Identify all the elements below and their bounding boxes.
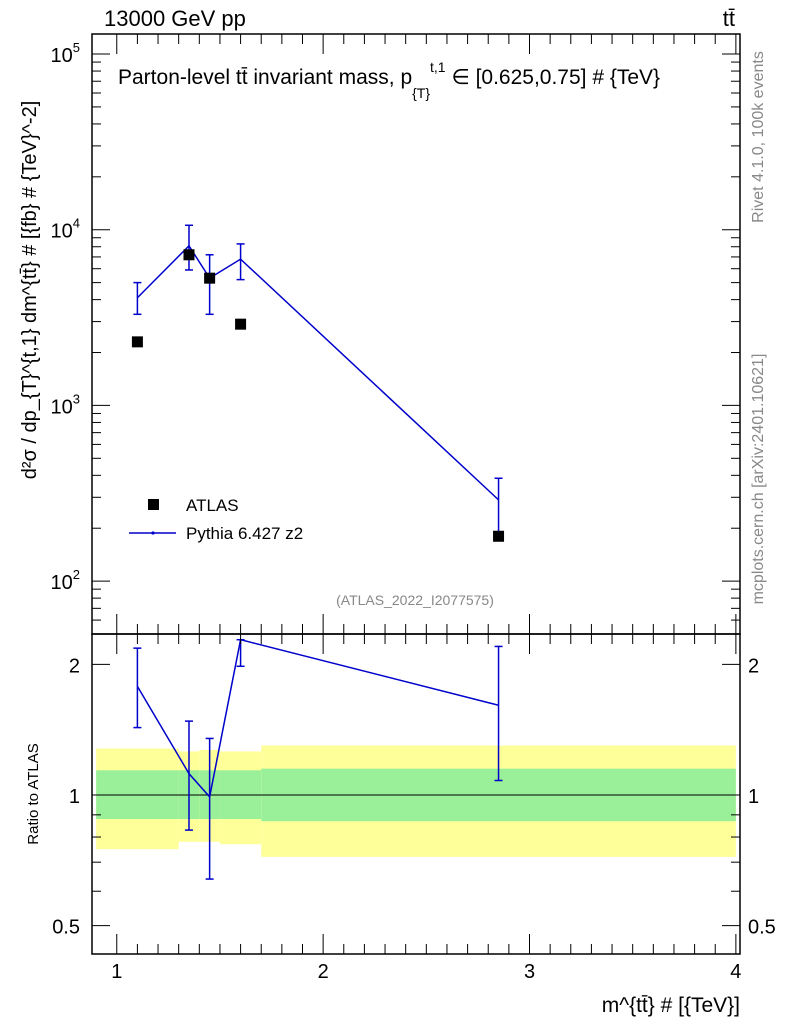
analysis-watermark: (ATLAS_2022_I2077575) (336, 592, 494, 608)
data-point (204, 272, 216, 284)
header-left: 13000 GeV pp (104, 6, 246, 31)
mc-line (136, 244, 500, 501)
main-y-label: d²σ / dp_{T}^{t,1} dm^{tt̄} # [{fb} # {T… (19, 101, 41, 480)
ratio-frame (91, 633, 741, 955)
ratio-y-tick-label-right: 0.5 (748, 917, 776, 939)
x-tick-label: 1 (111, 961, 122, 983)
main-data-markers (131, 249, 505, 542)
legend-atlas-label: ATLAS (186, 496, 239, 515)
chart-title-main: Parton-level tt̄ invariant mass, p (118, 66, 412, 89)
x-tick-label: 2 (318, 961, 329, 983)
y-tick-label: 103 (51, 391, 80, 418)
chart-title-tail: ∈ [0.625,0.75] # {TeV} (446, 66, 660, 89)
x-tick-label: 4 (730, 961, 741, 983)
chart-title: Parton-level tt̄ invariant mass, p{T}t,1… (118, 59, 660, 101)
header-right: tt̄ (723, 6, 735, 31)
ratio-y-tick-label: 0.5 (52, 917, 80, 939)
y-tick-label: 104 (51, 216, 80, 243)
ratio-mc-line (136, 638, 499, 799)
chart-title-sub: {T} (412, 85, 430, 101)
ratio-y-tick-label-right: 2 (748, 655, 759, 677)
side-text-bottom: mcplots.cern.ch [arXiv:2401.10621] (750, 354, 767, 605)
ratio-x-ticks: 1 2 3 4 (111, 634, 741, 983)
main-y-ticks: 102 103 104 105 (51, 40, 740, 635)
data-point (235, 318, 247, 330)
ratio-panel: 0.5 0.5 1 1 2 2 1 2 3 4 Ratio to ATLAS m^{tt̄} #… (25, 633, 776, 1017)
x-tick-label: 3 (524, 961, 535, 983)
main-error-bars (133, 224, 503, 533)
side-text-top: Rivet 4.1.0, 100k events (750, 51, 767, 223)
ratio-y-tick-label: 1 (69, 786, 80, 808)
x-axis-label: m^{tt̄} # [{TeV}] (602, 994, 740, 1017)
main-x-ticks (116, 34, 737, 634)
y-tick-label: 105 (51, 40, 80, 67)
main-frame (91, 33, 741, 635)
chart-title-sup: t,1 (430, 59, 446, 75)
ratio-y-tick-label-right: 1 (748, 786, 759, 808)
main-panel: 102 103 104 105 Parton-level tt̄ invariant … (19, 33, 741, 635)
y-tick-label: 102 (51, 567, 80, 594)
ratio-y-ticks: 0.5 0.5 1 1 2 2 (52, 655, 776, 938)
ratio-y-tick-label: 2 (69, 655, 80, 677)
data-point (183, 249, 195, 261)
legend-atlas-marker (148, 499, 159, 510)
data-point (493, 530, 505, 542)
ratio-uncertainty-bands (96, 745, 736, 857)
ratio-y-label: Ratio to ATLAS (25, 743, 42, 844)
legend-mc-label: Pythia 6.427 z2 (186, 524, 303, 543)
legend-mc-marker (151, 531, 155, 535)
data-point (131, 336, 143, 348)
legend: ATLAS Pythia 6.427 z2 (129, 496, 303, 543)
ratio-error-bars (133, 638, 503, 880)
